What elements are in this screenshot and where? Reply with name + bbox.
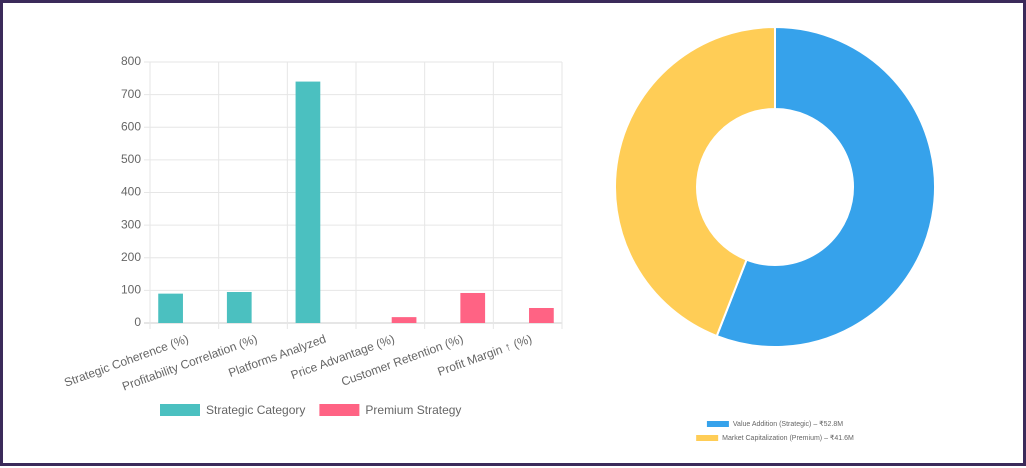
x-tick-label: Customer Retention (%) xyxy=(339,332,465,389)
doughnut-slice xyxy=(614,25,776,338)
bar xyxy=(529,307,554,323)
doughnut-slice xyxy=(715,25,936,348)
legend-label: Premium Strategy xyxy=(365,403,461,417)
y-tick-label: 0 xyxy=(134,315,141,329)
legend-label: Market Capitalization (Premium) – ₹41.6M xyxy=(722,434,854,442)
legend-label: Strategic Category xyxy=(206,403,305,417)
y-tick-label: 100 xyxy=(121,283,141,297)
bar xyxy=(158,293,183,323)
y-tick-label: 600 xyxy=(121,119,141,133)
legend-swatch xyxy=(696,435,719,441)
y-tick-label: 300 xyxy=(121,217,141,231)
legend-swatch xyxy=(160,404,200,416)
legend-label: Value Addition (Strategic) – ₹52.8M xyxy=(733,420,843,428)
bar xyxy=(295,81,321,323)
y-tick-label: 400 xyxy=(121,185,141,199)
y-tick-label: 500 xyxy=(121,152,141,166)
y-tick-label: 700 xyxy=(121,87,141,101)
legend-swatch xyxy=(706,421,729,427)
bar xyxy=(460,292,486,323)
y-tick-label: 200 xyxy=(121,250,141,264)
bar xyxy=(391,317,417,323)
y-tick-label: 800 xyxy=(121,54,141,68)
legend-swatch xyxy=(319,404,360,416)
bar xyxy=(226,292,252,323)
